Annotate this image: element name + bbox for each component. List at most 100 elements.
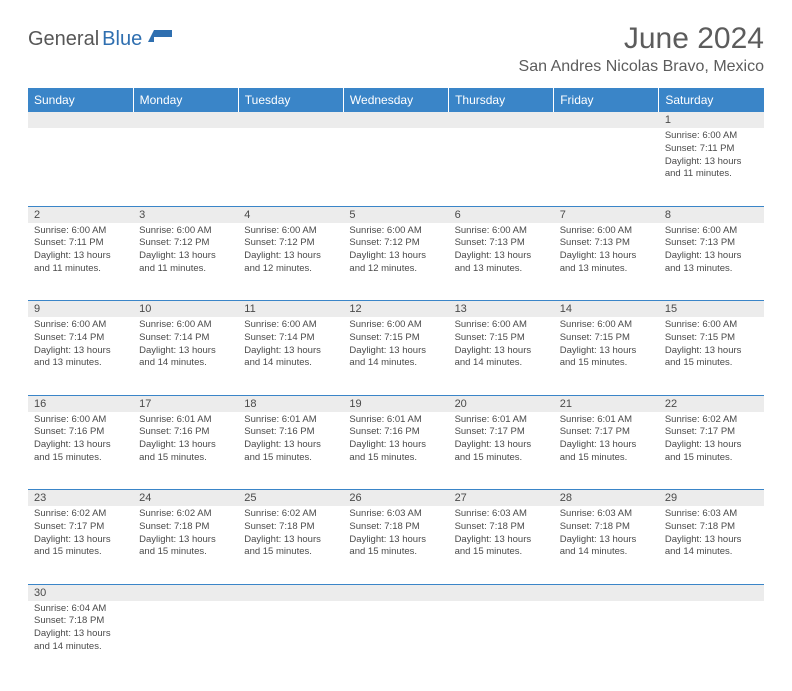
sunrise-text: Sunrise: 6:00 AM bbox=[665, 225, 758, 238]
day-cell bbox=[133, 601, 238, 679]
day-cell: Sunrise: 6:01 AMSunset: 7:17 PMDaylight:… bbox=[554, 412, 659, 490]
day-number-cell: 28 bbox=[554, 490, 659, 507]
flag-icon bbox=[148, 28, 174, 49]
day-details: Sunrise: 6:00 AMSunset: 7:14 PMDaylight:… bbox=[133, 317, 238, 372]
sunrise-text: Sunrise: 6:00 AM bbox=[560, 225, 653, 238]
day-number-cell: 25 bbox=[238, 490, 343, 507]
sunset-text: Sunset: 7:17 PM bbox=[455, 426, 548, 439]
day-details: Sunrise: 6:00 AMSunset: 7:12 PMDaylight:… bbox=[238, 223, 343, 278]
day-cell bbox=[449, 128, 554, 206]
day-number-cell: 14 bbox=[554, 301, 659, 318]
day-number-cell bbox=[238, 112, 343, 128]
day-cell: Sunrise: 6:01 AMSunset: 7:16 PMDaylight:… bbox=[133, 412, 238, 490]
sunrise-text: Sunrise: 6:00 AM bbox=[139, 225, 232, 238]
day-cell bbox=[28, 128, 133, 206]
day-number-row: 2345678 bbox=[28, 206, 764, 223]
weekday-header: Saturday bbox=[659, 88, 764, 112]
day-number-cell: 5 bbox=[343, 206, 448, 223]
day-details: Sunrise: 6:03 AMSunset: 7:18 PMDaylight:… bbox=[449, 506, 554, 561]
day-cell: Sunrise: 6:00 AMSunset: 7:15 PMDaylight:… bbox=[343, 317, 448, 395]
day-details: Sunrise: 6:02 AMSunset: 7:18 PMDaylight:… bbox=[133, 506, 238, 561]
day-number: 9 bbox=[28, 301, 133, 317]
day-number: 19 bbox=[343, 396, 448, 412]
sunrise-text: Sunrise: 6:02 AM bbox=[244, 508, 337, 521]
sunrise-text: Sunrise: 6:02 AM bbox=[34, 508, 127, 521]
day-details: Sunrise: 6:00 AMSunset: 7:14 PMDaylight:… bbox=[238, 317, 343, 372]
day-number: 6 bbox=[449, 207, 554, 223]
day-details: Sunrise: 6:00 AMSunset: 7:13 PMDaylight:… bbox=[554, 223, 659, 278]
sunrise-text: Sunrise: 6:00 AM bbox=[665, 319, 758, 332]
day-cell bbox=[343, 601, 448, 679]
day-details: Sunrise: 6:00 AMSunset: 7:15 PMDaylight:… bbox=[449, 317, 554, 372]
day-number-cell: 7 bbox=[554, 206, 659, 223]
day-cell: Sunrise: 6:00 AMSunset: 7:11 PMDaylight:… bbox=[28, 223, 133, 301]
location-text: San Andres Nicolas Bravo, Mexico bbox=[519, 58, 764, 76]
weekday-header: Friday bbox=[554, 88, 659, 112]
sunset-text: Sunset: 7:14 PM bbox=[244, 332, 337, 345]
sunset-text: Sunset: 7:18 PM bbox=[244, 521, 337, 534]
day-number bbox=[343, 112, 448, 128]
day-cell: Sunrise: 6:00 AMSunset: 7:15 PMDaylight:… bbox=[659, 317, 764, 395]
day-number: 7 bbox=[554, 207, 659, 223]
day-number bbox=[343, 585, 448, 601]
day-content-row: Sunrise: 6:00 AMSunset: 7:11 PMDaylight:… bbox=[28, 128, 764, 206]
day-details: Sunrise: 6:00 AMSunset: 7:11 PMDaylight:… bbox=[28, 223, 133, 278]
day-cell bbox=[659, 601, 764, 679]
daylight-text: Daylight: 13 hours and 15 minutes. bbox=[34, 534, 127, 560]
day-cell: Sunrise: 6:00 AMSunset: 7:15 PMDaylight:… bbox=[449, 317, 554, 395]
sunset-text: Sunset: 7:18 PM bbox=[139, 521, 232, 534]
daylight-text: Daylight: 13 hours and 12 minutes. bbox=[349, 250, 442, 276]
sunrise-text: Sunrise: 6:00 AM bbox=[34, 319, 127, 332]
sunset-text: Sunset: 7:13 PM bbox=[455, 237, 548, 250]
daylight-text: Daylight: 13 hours and 11 minutes. bbox=[34, 250, 127, 276]
day-cell: Sunrise: 6:03 AMSunset: 7:18 PMDaylight:… bbox=[659, 506, 764, 584]
day-number: 21 bbox=[554, 396, 659, 412]
daylight-text: Daylight: 13 hours and 14 minutes. bbox=[665, 534, 758, 560]
day-number: 28 bbox=[554, 490, 659, 506]
day-number-cell: 29 bbox=[659, 490, 764, 507]
day-content-row: Sunrise: 6:04 AMSunset: 7:18 PMDaylight:… bbox=[28, 601, 764, 679]
day-number-cell: 10 bbox=[133, 301, 238, 318]
day-number-cell bbox=[449, 112, 554, 128]
day-cell bbox=[133, 128, 238, 206]
day-cell: Sunrise: 6:00 AMSunset: 7:11 PMDaylight:… bbox=[659, 128, 764, 206]
weekday-header: Wednesday bbox=[343, 88, 448, 112]
weekday-header: Thursday bbox=[449, 88, 554, 112]
day-number bbox=[238, 585, 343, 601]
sunset-text: Sunset: 7:12 PM bbox=[139, 237, 232, 250]
day-number-cell bbox=[343, 584, 448, 601]
sunrise-text: Sunrise: 6:03 AM bbox=[560, 508, 653, 521]
day-cell bbox=[449, 601, 554, 679]
day-content-row: Sunrise: 6:00 AM Sunset: 7:14 PM Daylight:… bbox=[28, 317, 764, 395]
day-cell: Sunrise: 6:01 AMSunset: 7:17 PMDaylight:… bbox=[449, 412, 554, 490]
day-number bbox=[133, 112, 238, 128]
sunrise-text: Sunrise: 6:00 AM bbox=[34, 225, 127, 238]
sunset-text: Sunset: 7:16 PM bbox=[34, 426, 127, 439]
day-cell: Sunrise: 6:00 AMSunset: 7:14 PMDaylight:… bbox=[28, 317, 133, 395]
day-number-cell: 1 bbox=[659, 112, 764, 128]
day-number bbox=[554, 585, 659, 601]
day-number-row: 23242526272829 bbox=[28, 490, 764, 507]
day-cell: Sunrise: 6:00 AMSunset: 7:13 PMDaylight:… bbox=[554, 223, 659, 301]
day-number-cell bbox=[238, 584, 343, 601]
day-content-row: Sunrise: 6:02 AMSunset: 7:17 PMDaylight:… bbox=[28, 506, 764, 584]
day-number bbox=[449, 112, 554, 128]
sunrise-text: Sunrise: 6:00 AM bbox=[455, 319, 548, 332]
day-details: Sunrise: 6:02 AMSunset: 7:17 PMDaylight:… bbox=[659, 412, 764, 467]
day-number-row: 1 bbox=[28, 112, 764, 128]
weekday-header: Monday bbox=[133, 88, 238, 112]
day-number-cell: 16 bbox=[28, 395, 133, 412]
day-number-cell: 11 bbox=[238, 301, 343, 318]
day-number: 15 bbox=[659, 301, 764, 317]
daylight-text: Daylight: 13 hours and 13 minutes. bbox=[560, 250, 653, 276]
sunset-text: Sunset: 7:18 PM bbox=[34, 615, 127, 628]
day-details: Sunrise: 6:03 AMSunset: 7:18 PMDaylight:… bbox=[659, 506, 764, 561]
day-number-cell: 21 bbox=[554, 395, 659, 412]
day-cell bbox=[554, 128, 659, 206]
day-number: 24 bbox=[133, 490, 238, 506]
sunset-text: Sunset: 7:16 PM bbox=[139, 426, 232, 439]
daylight-text: Daylight: 13 hours and 14 minutes. bbox=[139, 345, 232, 371]
sunset-text: Sunset: 7:18 PM bbox=[349, 521, 442, 534]
day-cell: Sunrise: 6:00 AMSunset: 7:12 PMDaylight:… bbox=[238, 223, 343, 301]
day-number-row: 16171819202122 bbox=[28, 395, 764, 412]
